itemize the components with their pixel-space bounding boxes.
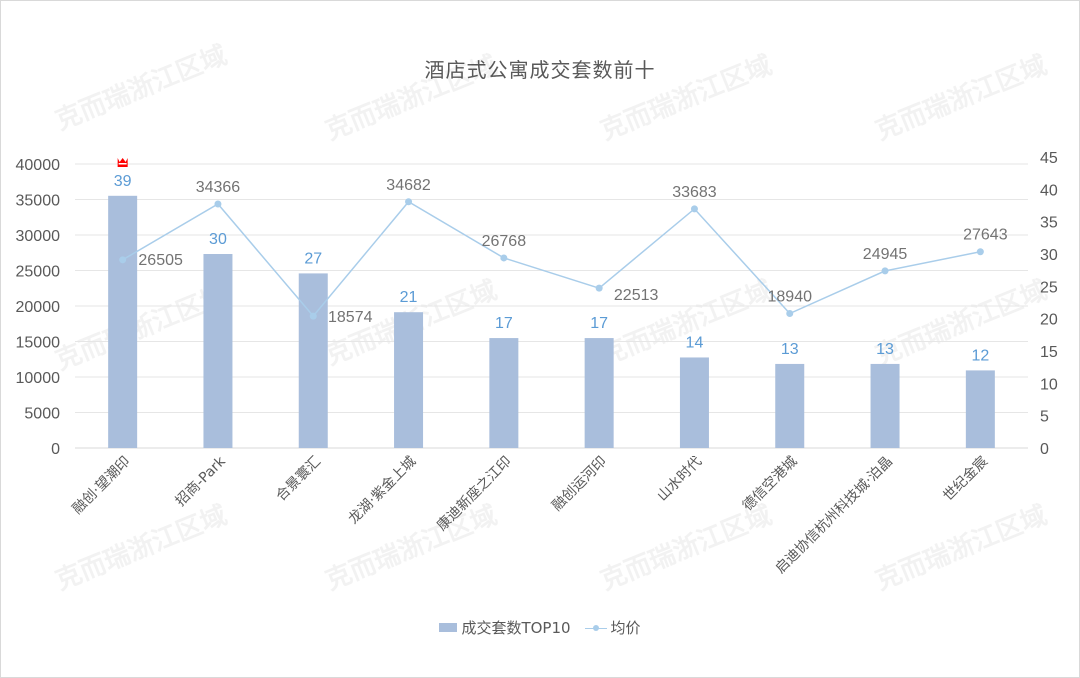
line-value-label: 24945 <box>863 246 908 263</box>
x-axis-category-label: 德信空港城 <box>740 454 801 515</box>
line-point[interactable] <box>309 312 317 320</box>
bar-value-label: 21 <box>400 289 418 306</box>
bar-value-label: 17 <box>495 315 513 332</box>
bar-swatch-icon <box>439 623 458 632</box>
x-axis-category-label: 龙湖·紫金上城 <box>346 454 420 528</box>
crown-icon <box>117 158 128 167</box>
x-axis-category-label: 融创运河印 <box>549 454 610 515</box>
bar[interactable] <box>870 363 900 448</box>
x-axis-category-label: 招商-Park <box>173 453 230 510</box>
line-value-label: 27643 <box>963 227 1008 244</box>
chart-title: 酒店式公寓成交套数前十 <box>424 58 656 82</box>
right-axis-tick: 20 <box>1040 312 1058 329</box>
bar[interactable] <box>108 195 138 448</box>
right-axis-tick: 15 <box>1040 344 1058 361</box>
right-axis-tick: 10 <box>1040 376 1058 393</box>
watermark-text: 克而瑞浙江区域 <box>51 40 231 136</box>
watermark-text: 克而瑞浙江区域 <box>321 50 501 146</box>
left-axis-tick: 35000 <box>16 193 61 210</box>
legend-bar-label: 成交套数TOP10 <box>461 619 571 637</box>
right-axis-tick: 30 <box>1040 247 1058 264</box>
line-value-label: 18940 <box>768 289 813 306</box>
watermark-text: 克而瑞浙江区域 <box>871 50 1051 146</box>
left-axis-tick: 25000 <box>16 264 61 281</box>
bar-value-label: 12 <box>971 347 989 364</box>
legend-item-bars[interactable]: 成交套数TOP10 <box>439 617 571 638</box>
bar[interactable] <box>584 338 614 448</box>
bar-value-label: 30 <box>209 231 227 248</box>
bar-value-label: 13 <box>781 341 799 358</box>
right-axis-tick: 0 <box>1040 441 1049 458</box>
left-axis-tick: 20000 <box>16 299 61 316</box>
line-point[interactable] <box>786 310 794 318</box>
watermark-text: 克而瑞浙江区域 <box>596 50 776 146</box>
bar-value-label: 13 <box>876 341 894 358</box>
watermark-text: 克而瑞浙江区域 <box>871 500 1051 596</box>
bar-value-label: 17 <box>590 315 608 332</box>
right-axis-tick: 40 <box>1040 182 1058 199</box>
line-marker-icon <box>584 623 607 633</box>
x-axis-category-label: 合景寰汇 <box>273 454 324 505</box>
bar[interactable] <box>679 357 709 448</box>
left-axis-tick: 10000 <box>16 370 61 387</box>
x-axis-category-label: 融创·望潮印 <box>70 454 134 518</box>
bar[interactable] <box>394 312 424 448</box>
line-point[interactable] <box>881 267 889 275</box>
left-axis-tick: 5000 <box>24 406 60 423</box>
line-value-label: 26505 <box>138 252 183 269</box>
left-axis-tick: 30000 <box>16 228 61 245</box>
bar-value-label: 27 <box>304 250 322 267</box>
bar[interactable] <box>775 363 805 448</box>
line-point[interactable] <box>500 254 508 262</box>
line-point[interactable] <box>119 256 127 264</box>
line-point[interactable] <box>595 284 603 292</box>
right-axis-tick: 45 <box>1040 150 1058 167</box>
left-axis-tick: 15000 <box>16 335 61 352</box>
line-value-label: 26768 <box>482 233 527 250</box>
line-point[interactable] <box>214 200 222 208</box>
watermark-text: 克而瑞浙江区域 <box>871 275 1051 371</box>
bar-value-label: 14 <box>686 334 704 351</box>
line-point[interactable] <box>976 248 984 256</box>
legend-item-line[interactable]: 均价 <box>584 617 641 638</box>
bar-value-label: 39 <box>114 173 132 190</box>
line-value-label: 34682 <box>386 177 431 194</box>
chart-legend: 成交套数TOP10 均价 <box>0 617 1080 638</box>
legend-line-label: 均价 <box>610 619 641 637</box>
right-axis-tick: 5 <box>1040 409 1049 426</box>
line-point[interactable] <box>690 205 698 213</box>
line-point[interactable] <box>405 198 413 206</box>
x-axis-category-label: 世纪金宸 <box>940 453 992 505</box>
left-axis-tick: 40000 <box>16 157 61 174</box>
price-line <box>122 200 981 318</box>
line-value-label: 33683 <box>672 184 717 201</box>
x-axis-category-label: 山水时代 <box>654 454 705 505</box>
right-axis-tick: 25 <box>1040 279 1058 296</box>
right-axis-tick: 35 <box>1040 215 1058 232</box>
watermark-text: 克而瑞浙江区域 <box>596 500 776 596</box>
bar[interactable] <box>489 338 519 448</box>
bar[interactable] <box>298 273 328 448</box>
line-value-label: 18574 <box>328 309 373 326</box>
bar[interactable] <box>965 370 995 448</box>
bar[interactable] <box>203 254 233 448</box>
line-value-label: 22513 <box>614 287 659 304</box>
left-axis-tick: 0 <box>51 441 60 458</box>
line-value-label: 34366 <box>196 179 241 196</box>
